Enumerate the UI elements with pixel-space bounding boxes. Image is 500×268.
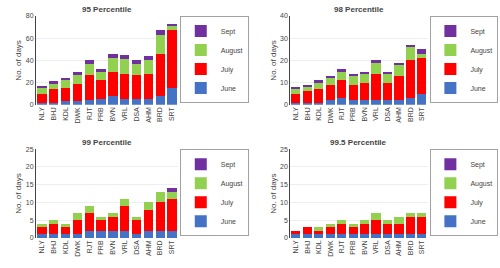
svg-text:PRB: PRB: [97, 240, 104, 255]
svg-text:Sept: Sept: [221, 161, 235, 169]
svg-text:10: 10: [280, 79, 288, 86]
svg-text:PRB: PRB: [97, 107, 104, 122]
svg-text:No. of days: No. of days: [15, 173, 24, 213]
svg-text:RJT: RJT: [86, 106, 93, 120]
svg-text:DSA: DSA: [133, 240, 140, 255]
svg-text:15: 15: [280, 181, 288, 188]
svg-text:BVN: BVN: [361, 107, 368, 121]
svg-text:NLY: NLY: [292, 240, 299, 253]
svg-text:99.5 Percentile: 99.5 Percentile: [330, 138, 387, 147]
svg-text:NLY: NLY: [292, 107, 299, 120]
svg-text:KDL: KDL: [315, 240, 322, 254]
svg-text:KDL: KDL: [315, 107, 322, 121]
svg-text:BHJ: BHJ: [304, 107, 311, 120]
svg-text:July: July: [221, 66, 234, 74]
svg-text:BRD: BRD: [157, 240, 164, 255]
svg-text:40: 40: [26, 57, 34, 64]
svg-text:KDL: KDL: [62, 107, 69, 121]
svg-text:SRT: SRT: [418, 240, 425, 255]
svg-text:15: 15: [26, 181, 34, 188]
svg-text:BHJ: BHJ: [50, 240, 57, 253]
svg-text:10: 10: [280, 199, 288, 206]
svg-text:VRL: VRL: [121, 240, 128, 254]
svg-text:August: August: [221, 180, 243, 188]
svg-text:No. of days: No. of days: [269, 173, 278, 213]
svg-text:BRD: BRD: [157, 107, 164, 122]
svg-text:AHM: AHM: [395, 107, 402, 123]
svg-text:July: July: [221, 199, 234, 207]
svg-text:DWK: DWK: [74, 240, 81, 257]
svg-text:AHM: AHM: [395, 240, 402, 256]
svg-text:BHJ: BHJ: [50, 107, 57, 120]
svg-text:NLY: NLY: [38, 240, 45, 253]
svg-text:Sept: Sept: [470, 161, 484, 169]
svg-text:40: 40: [280, 12, 288, 19]
svg-text:60: 60: [26, 35, 34, 42]
svg-text:98 Percentile: 98 Percentile: [334, 5, 384, 14]
svg-text:DSA: DSA: [384, 107, 391, 122]
svg-text:0: 0: [284, 234, 288, 241]
svg-text:PRB: PRB: [349, 240, 356, 255]
svg-text:July: July: [470, 66, 483, 74]
svg-text:DWK: DWK: [74, 107, 81, 124]
svg-text:DSA: DSA: [384, 240, 391, 255]
svg-text:VRL: VRL: [372, 107, 379, 121]
svg-text:20: 20: [280, 163, 288, 170]
svg-text:Sept: Sept: [470, 28, 484, 36]
svg-text:VRL: VRL: [121, 107, 128, 121]
svg-text:June: June: [221, 85, 236, 92]
svg-text:20: 20: [280, 57, 288, 64]
svg-text:25: 25: [26, 146, 34, 153]
svg-text:5: 5: [284, 217, 288, 224]
svg-text:No. of days: No. of days: [269, 40, 278, 80]
svg-text:AHM: AHM: [145, 107, 152, 123]
svg-text:20: 20: [26, 163, 34, 170]
svg-text:RJT: RJT: [338, 106, 345, 120]
svg-text:DWK: DWK: [327, 240, 334, 257]
svg-text:25: 25: [280, 146, 288, 153]
svg-text:0: 0: [30, 234, 34, 241]
svg-text:RJT: RJT: [86, 240, 93, 254]
svg-text:BRD: BRD: [407, 240, 414, 255]
svg-text:August: August: [221, 47, 243, 55]
svg-text:SRT: SRT: [418, 106, 425, 121]
svg-text:5: 5: [30, 217, 34, 224]
svg-text:PRB: PRB: [349, 107, 356, 122]
svg-text:No. of days: No. of days: [15, 40, 24, 80]
svg-text:RJT: RJT: [338, 240, 345, 254]
svg-text:August: August: [470, 180, 492, 188]
svg-text:Sept: Sept: [221, 28, 235, 36]
svg-text:10: 10: [26, 199, 34, 206]
svg-text:0: 0: [284, 101, 288, 108]
svg-text:NLY: NLY: [38, 107, 45, 120]
svg-text:July: July: [470, 199, 483, 207]
svg-text:KDL: KDL: [62, 240, 69, 254]
svg-text:June: June: [221, 218, 236, 225]
svg-text:0: 0: [30, 101, 34, 108]
svg-text:AHM: AHM: [145, 240, 152, 256]
svg-text:BVN: BVN: [109, 240, 116, 254]
svg-text:VRL: VRL: [372, 240, 379, 254]
svg-text:DSA: DSA: [133, 107, 140, 122]
svg-text:20: 20: [26, 79, 34, 86]
svg-text:30: 30: [280, 35, 288, 42]
svg-text:BVN: BVN: [109, 107, 116, 121]
svg-text:BRD: BRD: [407, 107, 414, 122]
svg-text:95 Percentile: 95 Percentile: [82, 5, 132, 14]
svg-text:June: June: [470, 85, 485, 92]
svg-text:99 Percentile: 99 Percentile: [82, 138, 132, 147]
svg-text:August: August: [470, 47, 492, 55]
svg-text:June: June: [470, 218, 485, 225]
svg-text:SRT: SRT: [168, 240, 175, 255]
svg-text:BVN: BVN: [361, 240, 368, 254]
svg-text:BHJ: BHJ: [304, 240, 311, 253]
svg-text:80: 80: [26, 12, 34, 19]
svg-text:DWK: DWK: [327, 107, 334, 124]
svg-text:SRT: SRT: [168, 106, 175, 121]
